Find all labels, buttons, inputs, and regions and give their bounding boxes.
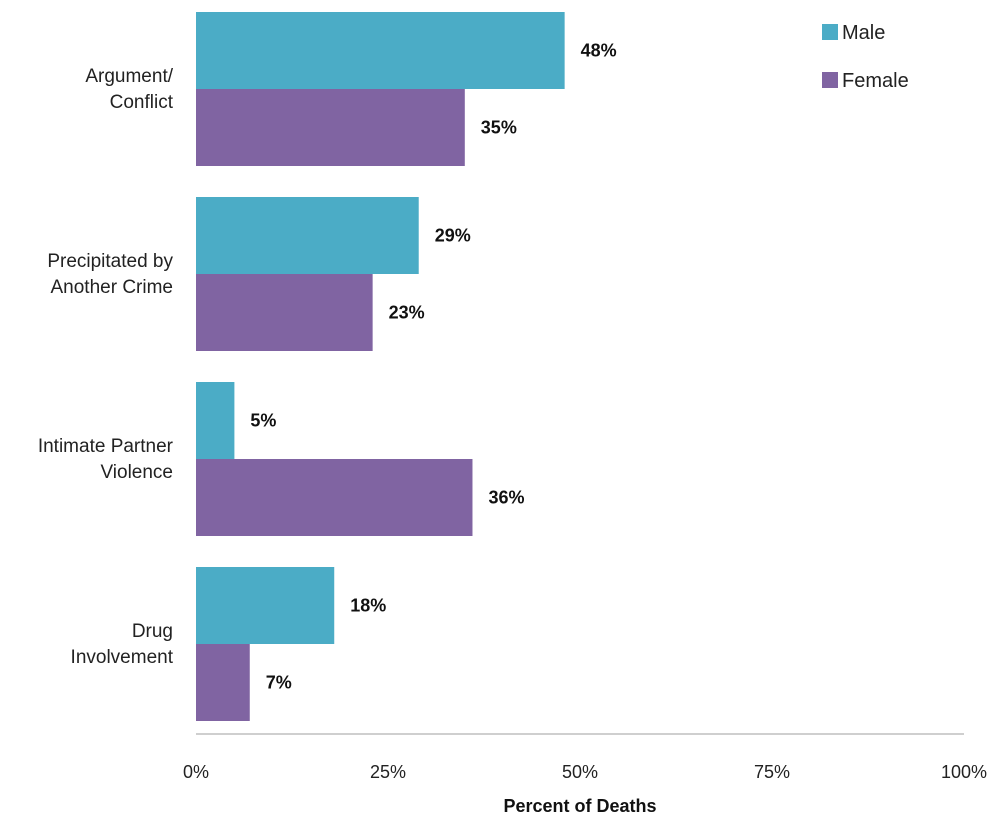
category-label-3-line-2: Violence [100, 462, 173, 483]
bar-male-4 [196, 567, 335, 644]
x-tick-label-1: 0% [183, 762, 209, 782]
legend-swatch-male [822, 24, 838, 40]
x-tick-label-3: 50% [562, 762, 598, 782]
bar-female-2 [196, 274, 373, 351]
legend-label-male: Male [842, 22, 885, 44]
bar-male-3 [196, 382, 235, 459]
bar-female-4 [196, 644, 250, 721]
bar-female-1 [196, 89, 465, 166]
bars-layer [196, 12, 565, 721]
bar-male-1 [196, 12, 565, 89]
bar-female-3 [196, 459, 473, 536]
data-labels-layer: 48% 35% 29% 23% 5% 36% 18% 7% [250, 41, 616, 693]
x-tick-label-5: 100% [941, 762, 987, 782]
data-label-female-2: 23% [389, 303, 425, 323]
category-label-1-line-2: Conflict [110, 92, 174, 113]
legend: Male Female [822, 22, 909, 92]
x-tick-labels-layer: 0% 25% 50% 75% 100% [183, 762, 987, 782]
bar-male-2 [196, 197, 419, 274]
data-label-male-1: 48% [581, 41, 617, 61]
data-label-male-4: 18% [350, 596, 386, 616]
category-label-2-line-1: Precipitated by [47, 251, 173, 272]
category-label-4-line-2: Involvement [71, 647, 174, 668]
x-tick-label-2: 25% [370, 762, 406, 782]
category-label-3-line-1: Intimate Partner [38, 436, 174, 457]
data-label-female-3: 36% [488, 488, 524, 508]
legend-swatch-female [822, 72, 838, 88]
data-label-female-1: 35% [481, 118, 517, 138]
data-label-male-3: 5% [250, 411, 276, 431]
category-label-2-line-2: Another Crime [51, 277, 174, 298]
x-tick-label-4: 75% [754, 762, 790, 782]
data-label-female-4: 7% [266, 673, 292, 693]
data-label-male-2: 29% [435, 226, 471, 246]
category-labels-layer: Argument/Conflict Precipitated by Another … [38, 66, 174, 668]
legend-label-female: Female [842, 70, 909, 92]
category-label-4-line-1: Drug [132, 621, 173, 642]
x-axis-title: Percent of Deaths [503, 796, 656, 816]
category-label-1-line-1: Argument/ [85, 66, 173, 87]
